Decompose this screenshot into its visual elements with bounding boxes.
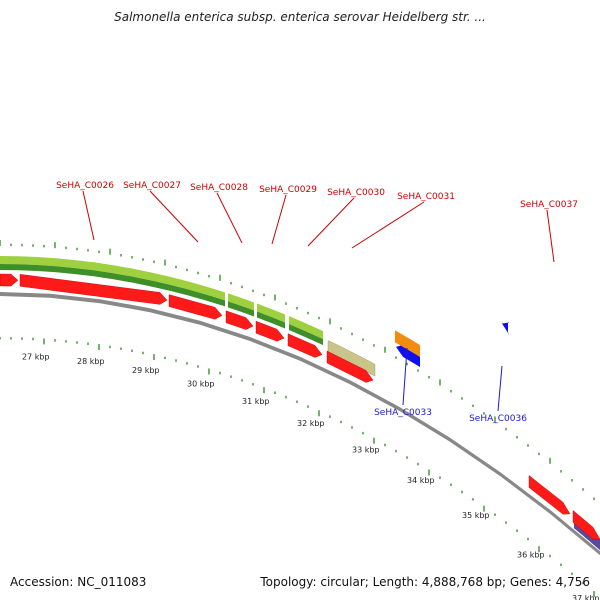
forward-gene-label: SeHA_C0027 <box>123 181 181 191</box>
feature-block-orange <box>395 330 420 357</box>
scale-label: 32 kbp <box>297 419 325 428</box>
scale-label: 28 kbp <box>77 357 105 366</box>
forward-label-leader <box>307 197 355 247</box>
scale-label: 30 kbp <box>187 379 215 388</box>
genome-stats-text: Topology: circular; Length: 4,888,768 bp… <box>260 575 590 589</box>
cds-band-light <box>257 303 285 323</box>
scale-label: 37 kbp <box>572 594 600 600</box>
forward-gene-label: SeHA_C0029 <box>259 185 317 195</box>
forward-label-leader <box>216 192 243 244</box>
forward-gene-arrow <box>225 310 254 330</box>
cds-band-dark <box>257 311 285 329</box>
forward-label-leader <box>546 209 555 263</box>
forward-gene-arrow <box>287 333 323 358</box>
forward-label-leader <box>82 190 95 241</box>
map-title: Salmonella enterica subsp. enterica sero… <box>114 10 486 24</box>
forward-gene-arrow <box>528 475 571 515</box>
reverse-label-leader <box>497 365 503 412</box>
forward-gene-label: SeHA_C0028 <box>190 183 248 193</box>
tracks-layer <box>0 256 600 551</box>
forward-gene-arrow <box>168 294 223 320</box>
forward-gene-arrow <box>572 509 600 540</box>
forward-gene-arrow <box>326 350 374 383</box>
scale-label: 35 kbp <box>462 511 490 520</box>
cds-band-dark <box>289 324 323 346</box>
reverse-label-leader <box>402 347 408 406</box>
cds-band-dark <box>228 301 254 317</box>
forward-gene-arrow <box>19 274 168 305</box>
scale-label: 29 kbp <box>132 366 160 375</box>
forward-gene-arrow <box>0 273 19 287</box>
cds-band-dark <box>0 264 225 307</box>
forward-gene-label: SeHA_C0030 <box>327 188 385 198</box>
forward-label-leader <box>149 190 199 243</box>
reverse-gene-label: SeHA_C0033 <box>374 408 432 418</box>
reverse-gene-arrow <box>396 344 420 368</box>
cds-band-light <box>228 293 254 311</box>
scale-label: 31 kbp <box>242 397 270 406</box>
accession-text: Accession: NC_011083 <box>10 575 147 589</box>
scale-label: 36 kbp <box>517 550 545 559</box>
forward-gene-arrow <box>255 320 285 342</box>
scale-label: 27 kbp <box>22 353 50 362</box>
cds-band-light <box>289 316 323 340</box>
scale-label: 33 kbp <box>352 445 380 454</box>
forward-label-leader <box>351 201 425 249</box>
forward-gene-label: SeHA_C0031 <box>397 192 455 202</box>
ticks-layer <box>0 240 595 598</box>
forward-gene-label: SeHA_C0037 <box>520 200 578 210</box>
forward-label-leader <box>271 194 287 245</box>
reverse-gene-label: SeHA_C0036 <box>469 414 527 424</box>
reverse-gene-arrow <box>502 321 509 335</box>
cds-band-light <box>0 256 225 301</box>
labels-layer: 27 kbp 28 kbp 29 kbp 30 kbp 31 kbp 32 kbp 33 k… <box>22 181 600 600</box>
forward-gene-label: SeHA_C0026 <box>56 181 114 191</box>
scale-label: 34 kbp <box>407 476 435 485</box>
